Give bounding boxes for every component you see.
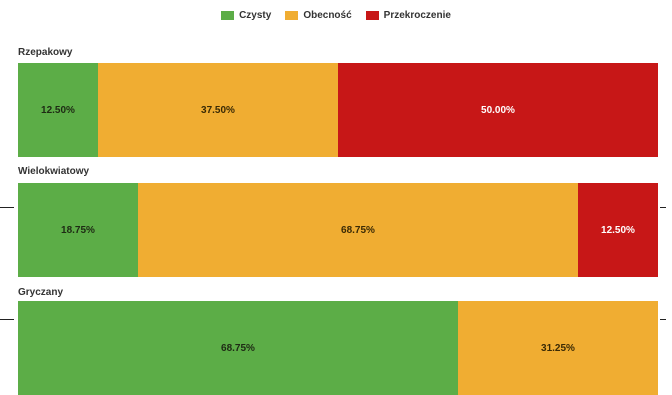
category-label: Wielokwiatowy (18, 166, 90, 177)
stacked-bar: 68.75% 31.25% (18, 301, 658, 395)
axis-tick (660, 207, 666, 208)
axis-tick (660, 319, 666, 320)
data-label: 31.25% (541, 342, 575, 354)
bar-segment: 31.25% (458, 301, 658, 395)
legend: Czysty Obecność Przekroczenie (0, 10, 672, 21)
legend-swatch (221, 11, 235, 20)
data-label: 18.75% (61, 224, 95, 236)
category-label: Rzepakowy (18, 47, 73, 58)
legend-swatch (365, 11, 379, 20)
stacked-bar: 12.50% 37.50% 50.00% (18, 63, 658, 157)
bar-segment: 12.50% (578, 183, 658, 277)
legend-label: Obecność (303, 10, 352, 21)
legend-item: Przekroczenie (365, 10, 451, 21)
data-label: 12.50% (41, 104, 75, 116)
data-label: 68.75% (221, 342, 255, 354)
bar-segment: 50.00% (338, 63, 658, 157)
data-label: 50.00% (481, 104, 515, 116)
data-label: 12.50% (601, 224, 635, 236)
legend-label: Przekroczenie (383, 10, 451, 21)
bar-segment: 68.75% (18, 301, 458, 395)
category-label: Gryczany (18, 287, 64, 298)
data-label: 68.75% (341, 224, 375, 236)
axis-tick (0, 207, 14, 208)
legend-swatch (285, 11, 299, 20)
legend-item: Czysty (221, 10, 271, 21)
bar-segment: 68.75% (138, 183, 578, 277)
bar-segment: 18.75% (18, 183, 138, 277)
data-label: 37.50% (201, 104, 235, 116)
axis-tick (0, 319, 14, 320)
bar-segment: 37.50% (98, 63, 338, 157)
legend-item: Obecność (285, 10, 352, 21)
bar-segment: 12.50% (18, 63, 98, 157)
stacked-bar: 18.75% 68.75% 12.50% (18, 183, 658, 277)
legend-label: Czysty (239, 10, 272, 21)
